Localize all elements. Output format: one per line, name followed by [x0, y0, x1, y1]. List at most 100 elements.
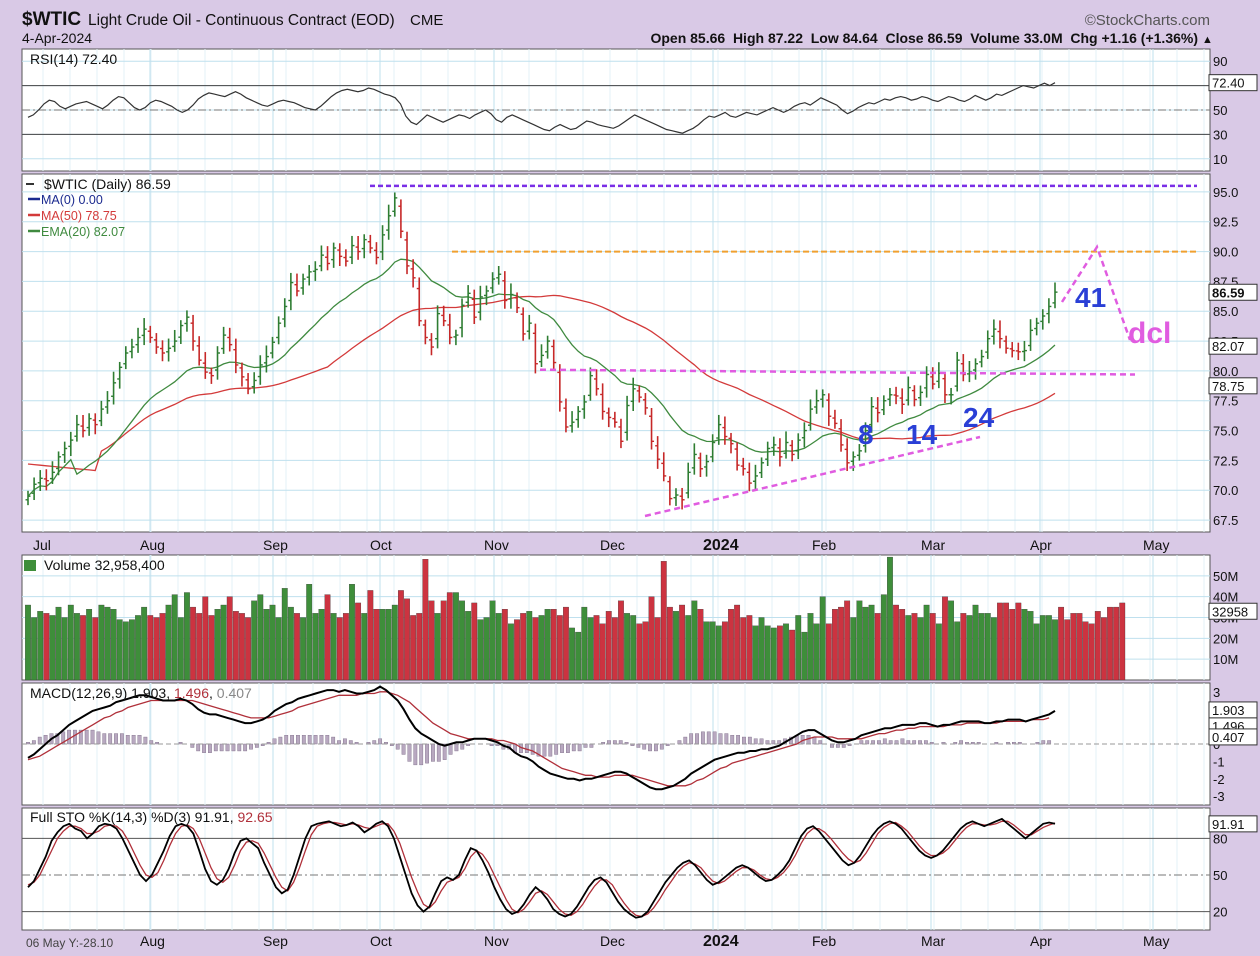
volume-bar: [43, 613, 50, 681]
macd-histogram-bar: [730, 735, 735, 745]
volume-bar: [544, 609, 551, 681]
macd-histogram-bar: [296, 735, 300, 745]
month-label: Mar: [921, 537, 945, 553]
macd-tick-label: -1: [1213, 754, 1225, 769]
collapse-icon[interactable]: ▲: [1202, 34, 1213, 46]
macd-histogram-bar: [548, 743, 553, 757]
macd-histogram-bar: [431, 743, 435, 762]
volume-bar: [783, 623, 789, 681]
price-tick-label: 90.0: [1213, 245, 1238, 260]
ma-last-value-box: [1208, 377, 1258, 395]
volume-bar: [984, 613, 991, 681]
volume-bar: [942, 596, 948, 681]
rsi-chart: [22, 60, 1210, 160]
month-label: Apr: [1030, 537, 1052, 553]
macd-histogram-bar: [489, 743, 494, 746]
volume-bar: [318, 609, 325, 681]
volume-bar: [379, 609, 386, 681]
volume-bar: [832, 609, 838, 681]
sto-last-value: 91.91: [1212, 817, 1245, 832]
macd-histogram-bar: [953, 742, 958, 745]
macd-histogram-bar: [601, 742, 606, 745]
macd-histogram-bar: [413, 743, 418, 766]
macd-histogram-bar: [131, 735, 136, 745]
sto-d-line: [27, 820, 1056, 918]
macd-histogram-bar: [313, 735, 318, 745]
macd-histogram-bar: [695, 733, 699, 745]
volume-bar: [660, 561, 667, 681]
volume-bar: [263, 609, 270, 681]
volume-bar: [116, 619, 123, 681]
macd-histogram-bar: [190, 743, 195, 748]
cycle-count-24: 24: [963, 402, 995, 433]
macd-histogram-bar: [918, 740, 922, 745]
neckline-magenta: [539, 368, 1136, 376]
macd-histogram-bar: [466, 743, 471, 746]
macd-histogram-bar: [841, 743, 846, 748]
macd-title-signal: 1.496: [174, 685, 209, 701]
volume-bar: [538, 615, 545, 681]
macd-histogram-bar: [742, 736, 746, 745]
volume-bar: [752, 625, 759, 681]
macd-histogram-bar: [284, 735, 289, 745]
macd-histogram-bar: [1047, 740, 1052, 745]
macd-histogram-bar: [830, 743, 834, 748]
volume-bar: [978, 613, 985, 681]
volume-bar: [1064, 619, 1071, 681]
volume-bar: [1009, 609, 1016, 681]
rsi-line: [27, 82, 1056, 134]
macd-histogram-bar: [196, 743, 201, 752]
volume-bar: [514, 619, 520, 681]
macd-histogram-bar: [254, 743, 259, 748]
volume-bar: [880, 594, 887, 681]
volume-bar: [569, 627, 575, 681]
volume-bar: [220, 604, 227, 681]
volume-bar: [1119, 602, 1126, 681]
macd-histogram-bar: [67, 729, 71, 745]
volume-bar: [777, 625, 783, 681]
volume-bar: [764, 625, 771, 681]
volume-bar: [434, 613, 441, 681]
volume-bar: [349, 584, 355, 681]
volume-tick-label: 10M: [1213, 652, 1238, 667]
volume-bar: [575, 631, 582, 681]
volume-bar: [324, 594, 331, 681]
volume-bar: [721, 621, 728, 681]
volume-bar: [825, 623, 832, 681]
macd-histogram-bar: [618, 740, 623, 745]
sto-tick-label: 50: [1213, 868, 1227, 883]
macd-histogram-bar: [243, 743, 248, 752]
macd-histogram-bar: [37, 736, 42, 745]
macd-histogram-bar: [219, 743, 224, 752]
ma-last-value: 78.75: [1212, 379, 1245, 394]
volume-bar: [214, 609, 221, 681]
volume-bar: [391, 604, 398, 681]
volume-tick-label: 50M: [1213, 569, 1238, 584]
volume-bar: [428, 600, 435, 681]
macd-histogram-bar: [372, 740, 377, 745]
volume-bar: [685, 615, 692, 681]
volume-bar: [1003, 602, 1010, 681]
macd-histogram-bar: [871, 740, 875, 745]
volume-bar: [104, 606, 111, 681]
bottom-month-label: Dec: [600, 933, 625, 949]
volume-bar: [98, 604, 105, 681]
volume-bar: [618, 600, 624, 681]
volume-bar: [556, 615, 563, 681]
bottom-month-label: Sep: [263, 933, 288, 949]
sto-last-value-box: [1208, 815, 1258, 833]
volume-bar: [1039, 615, 1046, 681]
rsi-tick-label: 30: [1213, 127, 1227, 142]
volume-bar: [251, 600, 258, 681]
macd-histogram-bar: [865, 740, 870, 745]
volume-bar: [508, 623, 514, 681]
macd-histogram-bar: [84, 729, 89, 745]
volume-bar: [245, 617, 251, 681]
macd-histogram-bar: [818, 740, 823, 745]
macd-histogram-bar: [407, 743, 412, 762]
volume-bar: [734, 604, 741, 681]
volume-bar: [489, 600, 496, 681]
macd-histogram-bar: [73, 729, 77, 745]
volume-last-value-box: [1208, 602, 1258, 620]
macd-histogram-bar: [771, 740, 776, 745]
